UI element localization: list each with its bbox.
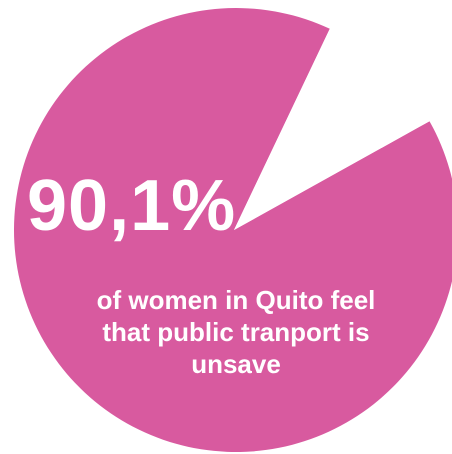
- pie-slice-gap: [234, 28, 430, 230]
- pie-slice-main: [14, 8, 452, 452]
- caption-text: of women in Quito feel that public tranp…: [55, 284, 417, 380]
- caption-line-1: of women in Quito feel: [96, 285, 376, 315]
- caption-line-3: unsave: [191, 349, 281, 379]
- percentage-label: 90,1%: [27, 166, 237, 246]
- caption-line-2: that public tranport is: [102, 317, 370, 347]
